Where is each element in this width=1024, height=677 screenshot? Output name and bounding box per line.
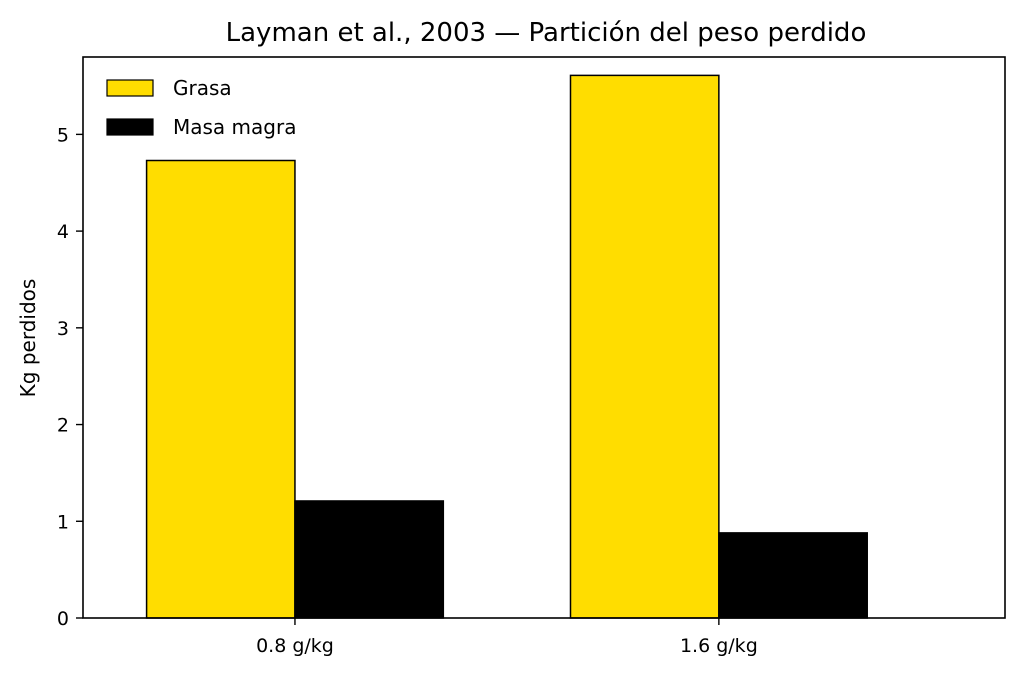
axes-layer: 0 1 2 3 4 5 0.8 g/kg 1.6 g/kg [57,56,1006,657]
legend: Grasa Masa magra [106,76,296,139]
bar-grasa-2 [569,74,720,619]
bars-layer [145,74,868,619]
y-tick-label: 0 [57,608,69,630]
legend-swatch-masa-magra [106,118,154,136]
y-tick-label: 1 [57,511,69,533]
legend-label-grasa: Grasa [173,76,232,100]
plot-frame [82,56,1006,619]
y-tick-label: 5 [57,124,69,146]
bar-masa-magra-2 [718,532,868,619]
x-tick-label: 1.6 g/kg [680,635,758,657]
x-tick-label: 0.8 g/kg [256,635,334,657]
y-tick-label: 3 [57,318,69,340]
y-axis-label: Kg perdidos [16,279,40,398]
chart-title: Layman et al., 2003 — Partición del peso… [226,18,867,48]
bar-masa-magra-1 [294,500,445,619]
y-tick-label: 2 [57,415,69,437]
legend-label-masa-magra: Masa magra [173,115,296,139]
y-tick-label: 4 [57,221,69,243]
legend-swatch-grasa [106,79,154,97]
bar-grasa-1 [145,159,296,619]
